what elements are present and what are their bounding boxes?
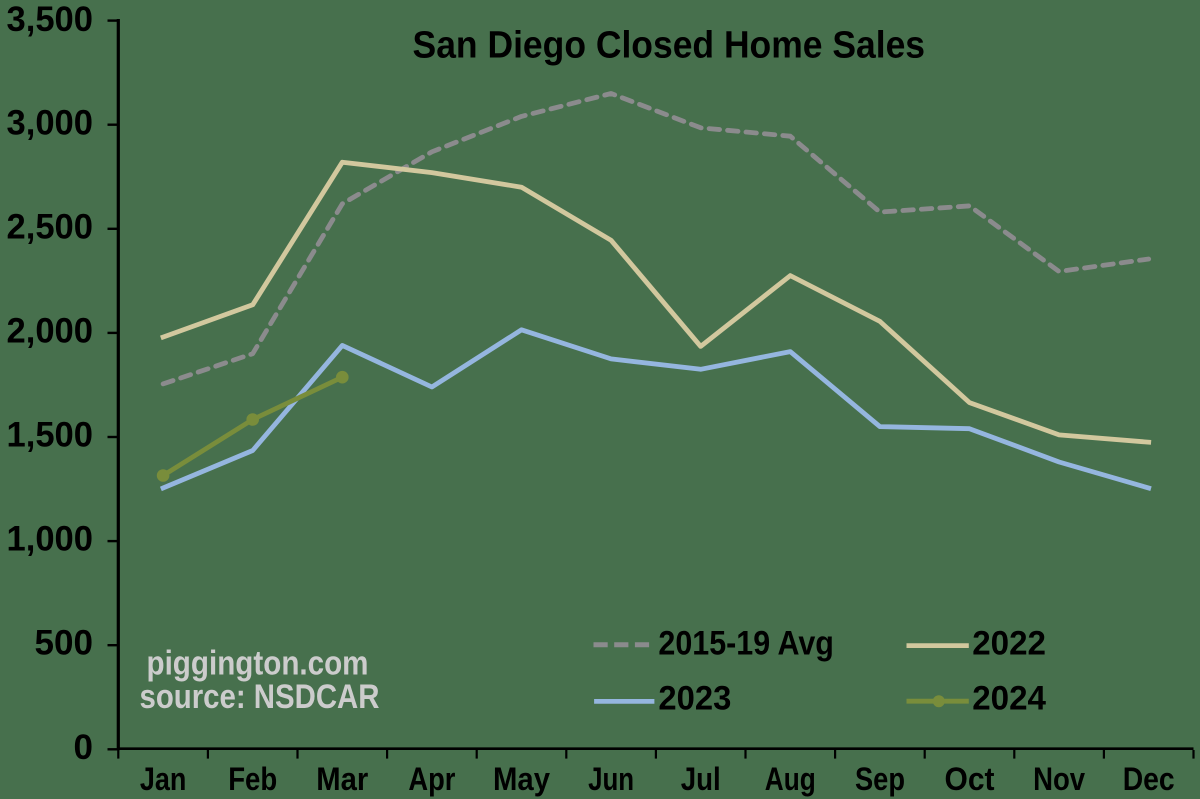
svg-text:source: NSDCAR: source: NSDCAR xyxy=(140,678,380,716)
svg-text:1,500: 1,500 xyxy=(7,415,94,454)
svg-text:Oct: Oct xyxy=(945,761,995,797)
svg-text:2024: 2024 xyxy=(972,679,1046,717)
svg-text:3,500: 3,500 xyxy=(7,0,94,39)
svg-text:2023: 2023 xyxy=(658,679,731,717)
svg-text:3,000: 3,000 xyxy=(7,103,94,142)
svg-text:2015-19 Avg: 2015-19 Avg xyxy=(658,625,834,663)
svg-text:2022: 2022 xyxy=(972,625,1046,663)
svg-text:2,000: 2,000 xyxy=(7,311,94,350)
svg-text:1,000: 1,000 xyxy=(7,520,94,559)
svg-text:500: 500 xyxy=(35,624,94,663)
svg-text:May: May xyxy=(493,761,550,797)
svg-text:Feb: Feb xyxy=(228,761,277,797)
svg-text:Jul: Jul xyxy=(681,761,721,797)
svg-text:Sep: Sep xyxy=(855,761,905,797)
svg-text:Aug: Aug xyxy=(765,761,816,797)
svg-text:piggington.com: piggington.com xyxy=(147,645,369,683)
svg-text:Apr: Apr xyxy=(408,761,455,797)
svg-text:Mar: Mar xyxy=(316,761,368,797)
svg-text:Jun: Jun xyxy=(588,761,634,797)
svg-text:2,500: 2,500 xyxy=(7,207,94,246)
svg-text:Jan: Jan xyxy=(140,761,187,797)
svg-text:Dec: Dec xyxy=(1123,761,1175,797)
svg-text:San Diego Closed Home Sales: San Diego Closed Home Sales xyxy=(413,25,926,67)
svg-text:0: 0 xyxy=(74,728,93,767)
svg-text:Nov: Nov xyxy=(1033,761,1085,797)
